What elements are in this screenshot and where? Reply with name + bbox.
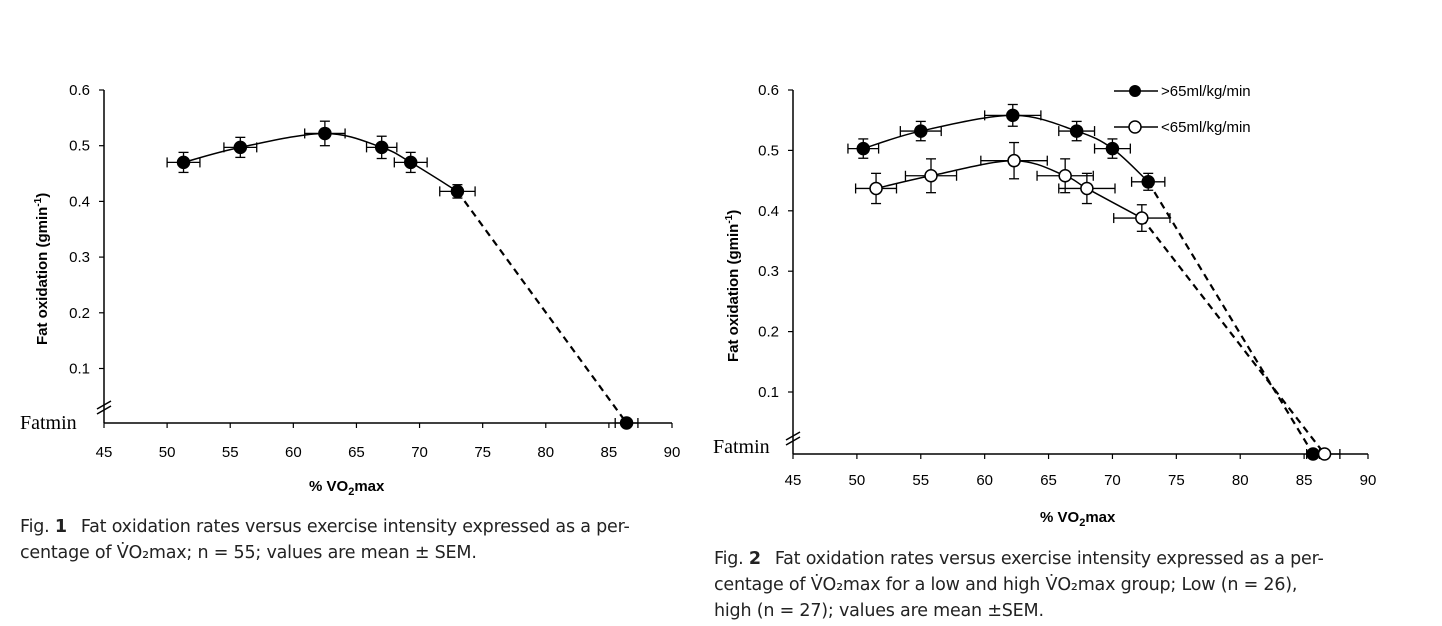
x-tick-label: 85: [1296, 472, 1313, 489]
legend-marker-high: [1129, 85, 1141, 97]
x-tick-label: 65: [348, 444, 365, 461]
y-tick-label: 0.2: [69, 305, 90, 322]
y-tick-label: 0.6: [69, 82, 90, 99]
fig1-caption-label: Fig. 1: [20, 517, 67, 537]
x-tick-label: 90: [664, 444, 681, 461]
data-point: [1007, 153, 1021, 168]
data-point: [1080, 181, 1094, 196]
x-tick-label: 90: [1360, 472, 1377, 489]
legend-label-high: >65ml/kg/min: [1161, 83, 1251, 100]
axis-break-mark: [785, 436, 801, 446]
fig2-caption-line2: centage of V̇O₂max for a low and high V̇…: [714, 575, 1298, 595]
y-tick-label: 0.3: [758, 263, 779, 280]
x-tick-label: 55: [222, 444, 239, 461]
y-tick-label: 0.5: [758, 142, 779, 159]
x-tick-label: 45: [96, 444, 113, 461]
data-point: [176, 155, 191, 170]
fig2-marks: [847, 103, 1341, 461]
series-dashed-extrapolation: [456, 190, 628, 424]
fig2-caption: Fig. 2 Fat oxidation rates versus exercis…: [714, 546, 1324, 624]
axis-break-mark: [785, 431, 801, 441]
series-curve: [875, 159, 1143, 219]
fatmin-data-point: [619, 416, 634, 430]
fig1-marks: [166, 120, 639, 430]
fig2-x-axis-title: % VO2max: [1040, 509, 1116, 529]
x-tick-label: 60: [285, 444, 302, 461]
fig2-caption-line1: Fat oxidation rates versus exercise inte…: [774, 549, 1324, 569]
y-tick-label: 0.1: [69, 361, 90, 378]
fig2-legend: >65ml/kg/min <65ml/kg/min: [1114, 83, 1251, 136]
axis-break-mark: [96, 405, 112, 415]
legend-label-low: <65ml/kg/min: [1161, 119, 1251, 136]
y-tick-label: 0.3: [69, 249, 90, 266]
fig1-y-axis-title: Fat oxidation (gmin-1): [33, 193, 51, 345]
fig1-caption: Fig. 1 Fat oxidation rates versus exercis…: [20, 514, 630, 566]
data-point: [233, 140, 248, 155]
y-tick-label: 0.6: [758, 82, 779, 99]
series-dashed-extrapolation: [1140, 217, 1326, 455]
x-tick-label: 60: [976, 472, 993, 489]
x-tick-label: 65: [1040, 472, 1057, 489]
data-point: [914, 124, 928, 138]
data-point: [403, 155, 418, 170]
y-tick-label: 0.4: [69, 193, 90, 210]
x-tick-label: 50: [159, 444, 176, 461]
data-point: [374, 140, 389, 155]
fig2-curves: [863, 114, 1326, 455]
data-point: [1006, 108, 1020, 123]
legend-marker-low: [1128, 120, 1142, 134]
x-tick-label: 80: [1232, 472, 1249, 489]
x-tick-label: 70: [1104, 472, 1121, 489]
x-tick-label: 70: [411, 444, 428, 461]
data-point: [1105, 141, 1120, 156]
data-point: [450, 184, 465, 199]
fig2-caption-label: Fig. 2: [714, 549, 761, 569]
y-tick-label: 0.1: [758, 384, 779, 401]
fig1-axes: 0.1 0.2 0.3 0.4 0.5 0.6 45 50 55 60 65 70 75 80 85 90: [69, 82, 680, 461]
x-tick-label: 75: [1168, 472, 1185, 489]
data-point: [856, 141, 871, 156]
y-tick-label: 0.5: [69, 138, 90, 155]
y-tick-label: 0.4: [758, 203, 779, 220]
x-tick-label: 55: [912, 472, 929, 489]
fig1-fatmin-label: Fatmin: [20, 412, 77, 434]
data-point: [318, 126, 332, 141]
x-tick-label: 50: [849, 472, 866, 489]
x-tick-label: 75: [474, 444, 491, 461]
data-point: [1141, 175, 1155, 189]
fig2-axes: 0.1 0.2 0.3 0.4 0.5 0.6 45 50 55 60 65 70 75 80 85 90: [758, 82, 1376, 489]
x-tick-label: 80: [537, 444, 554, 461]
fig1-caption-line2: centage of V̇O₂max; n = 55; values are m…: [20, 543, 477, 563]
fig2-caption-line3: high (n = 27); values are mean ±SEM.: [714, 601, 1044, 621]
data-point: [1135, 211, 1149, 225]
fig2-y-axis-title: Fat oxidation (gmin-1): [724, 210, 742, 362]
axis-break-mark: [96, 400, 112, 410]
fig1-x-axis-title: % VO2max: [309, 478, 385, 498]
data-point: [1069, 124, 1084, 138]
fig1-caption-line1: Fat oxidation rates versus exercise inte…: [80, 517, 630, 537]
series-dashed-extrapolation: [1147, 181, 1314, 455]
fig2-fatmin-label: Fatmin: [713, 436, 770, 458]
data-point: [869, 181, 883, 196]
fig1-curves: [183, 132, 628, 424]
x-tick-label: 85: [601, 444, 618, 461]
data-point: [924, 169, 938, 183]
fatmin-data-point: [1317, 447, 1332, 461]
y-tick-label: 0.2: [758, 324, 779, 341]
data-point: [1058, 169, 1072, 183]
x-tick-label: 45: [785, 472, 802, 489]
